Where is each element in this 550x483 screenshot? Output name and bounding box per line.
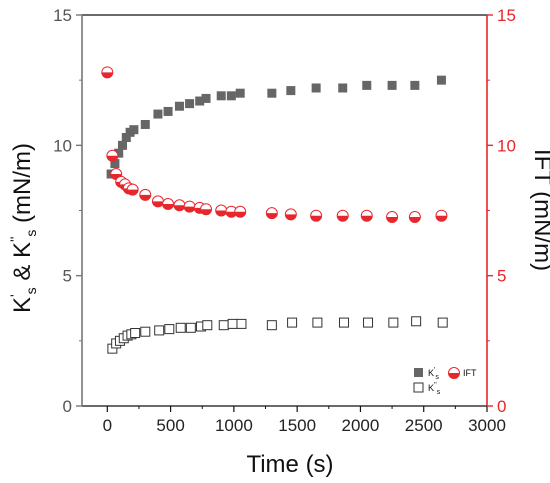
data-point-ift	[408, 211, 421, 224]
data-point-ks-prime	[436, 75, 446, 85]
x-tick-label: 2500	[405, 416, 443, 435]
x-axis-label: Time (s)	[246, 451, 333, 478]
y-left-label-sub2: s	[23, 230, 39, 237]
data-point-ks-dprime	[236, 318, 247, 329]
y-left-tick-label: 5	[63, 267, 72, 286]
data-point-ks-dprime	[312, 317, 323, 328]
data-point-ift	[215, 204, 228, 217]
data-point-ift	[126, 183, 139, 196]
data-point-ift	[183, 200, 196, 213]
y-left-label-main: K	[9, 297, 36, 313]
data-points	[101, 66, 448, 354]
data-point-ks-prime	[267, 88, 277, 98]
data-point-ift	[360, 209, 373, 222]
data-point-ift	[310, 209, 323, 222]
data-point-ift	[173, 199, 186, 212]
legend-swatch-ift	[448, 367, 460, 379]
y-right-tick-label: 15	[497, 6, 516, 25]
data-point-ks-prime	[362, 80, 372, 90]
data-point-ks-prime	[110, 159, 120, 169]
data-point-ks-prime	[311, 83, 321, 93]
legend-label-ks-prime: K's	[428, 367, 439, 381]
data-point-ks-dprime	[175, 322, 186, 333]
y-right-tick-label: 5	[497, 267, 506, 286]
data-point-ks-dprime	[338, 317, 349, 328]
data-point-ks-dprime	[437, 317, 448, 328]
data-point-ift	[162, 197, 175, 210]
legend-label-ift: IFT	[463, 368, 477, 378]
data-point-ift	[234, 205, 247, 218]
data-point-ks-prime	[129, 125, 139, 135]
data-point-ks-prime	[121, 133, 131, 143]
data-point-ks-prime	[140, 119, 150, 129]
data-point-ks-dprime	[202, 320, 213, 331]
legend: K's K''s IFT	[413, 367, 477, 396]
y-left-label-mid: & K	[9, 242, 36, 287]
x-tick-label: 3000	[468, 416, 506, 435]
data-point-ks-prime	[153, 109, 163, 119]
y-left-label-tail: (mN/m)	[9, 143, 36, 230]
data-point-ift	[101, 66, 114, 79]
data-point-ks-prime	[201, 93, 211, 103]
data-point-ks-dprime	[130, 328, 141, 339]
data-point-ks-prime	[118, 140, 127, 150]
data-point-ks-dprime	[411, 316, 422, 327]
data-point-ks-prime	[216, 91, 226, 101]
x-tick-label: 500	[156, 416, 184, 435]
y-left-label-sup2: ''	[7, 237, 23, 242]
x-tick-label: 1000	[215, 416, 253, 435]
data-point-ift	[336, 209, 349, 222]
data-point-ift	[386, 211, 399, 224]
y-left-tick-label: 15	[53, 6, 72, 25]
data-point-ks-dprime	[218, 320, 229, 331]
plot-frame	[81, 14, 488, 407]
data-point-ks-prime	[387, 80, 397, 90]
data-point-ks-dprime	[154, 325, 165, 336]
x-tick-label: 2000	[342, 416, 380, 435]
data-point-ift	[151, 195, 164, 208]
data-point-ift	[435, 209, 448, 222]
data-point-ks-dprime	[185, 322, 196, 333]
y-left-tick-label: 0	[63, 397, 72, 416]
y-left-label-sup1: '	[7, 294, 23, 297]
data-point-ks-prime	[235, 88, 245, 98]
data-point-ks-prime	[410, 80, 420, 90]
data-point-ks-dprime	[388, 317, 399, 328]
data-point-ks-prime	[226, 91, 236, 101]
data-point-ift	[106, 149, 119, 162]
data-point-ift	[284, 208, 297, 221]
data-point-ift	[139, 188, 152, 201]
x-tick-label: 0	[103, 416, 112, 435]
legend-label-ks-dprime: K''s	[428, 382, 441, 396]
y-right-tick-label: 10	[497, 136, 516, 155]
y-left-label-sub1: s	[23, 287, 39, 294]
data-point-ks-prime	[185, 99, 195, 109]
data-point-ks-prime	[163, 106, 173, 116]
y-axis-left-label: K's & K''s (mN/m)	[7, 143, 39, 313]
y-right-tick-label: 0	[497, 397, 506, 416]
y-axis-right-label: IFT (mN/m)	[529, 149, 550, 271]
data-point-ks-dprime	[140, 326, 151, 337]
x-tick-label: 1500	[278, 416, 316, 435]
legend-swatch-ks-prime	[414, 368, 423, 377]
data-point-ks-prime	[195, 96, 205, 106]
data-point-ks-prime	[286, 86, 296, 96]
data-point-ks-dprime	[363, 317, 374, 328]
data-point-ks-dprime	[164, 324, 175, 335]
data-point-ift	[265, 207, 278, 220]
data-point-ks-prime	[114, 148, 124, 158]
data-point-ks-prime	[338, 83, 348, 93]
y-left-tick-label: 10	[53, 136, 72, 155]
data-point-ks-dprime	[287, 317, 298, 328]
data-point-ift	[200, 203, 213, 216]
data-point-ks-prime	[174, 101, 184, 111]
legend-swatch-ks-dprime	[413, 382, 424, 393]
data-point-ks-dprime	[227, 318, 238, 329]
data-point-ks-dprime	[266, 320, 277, 331]
